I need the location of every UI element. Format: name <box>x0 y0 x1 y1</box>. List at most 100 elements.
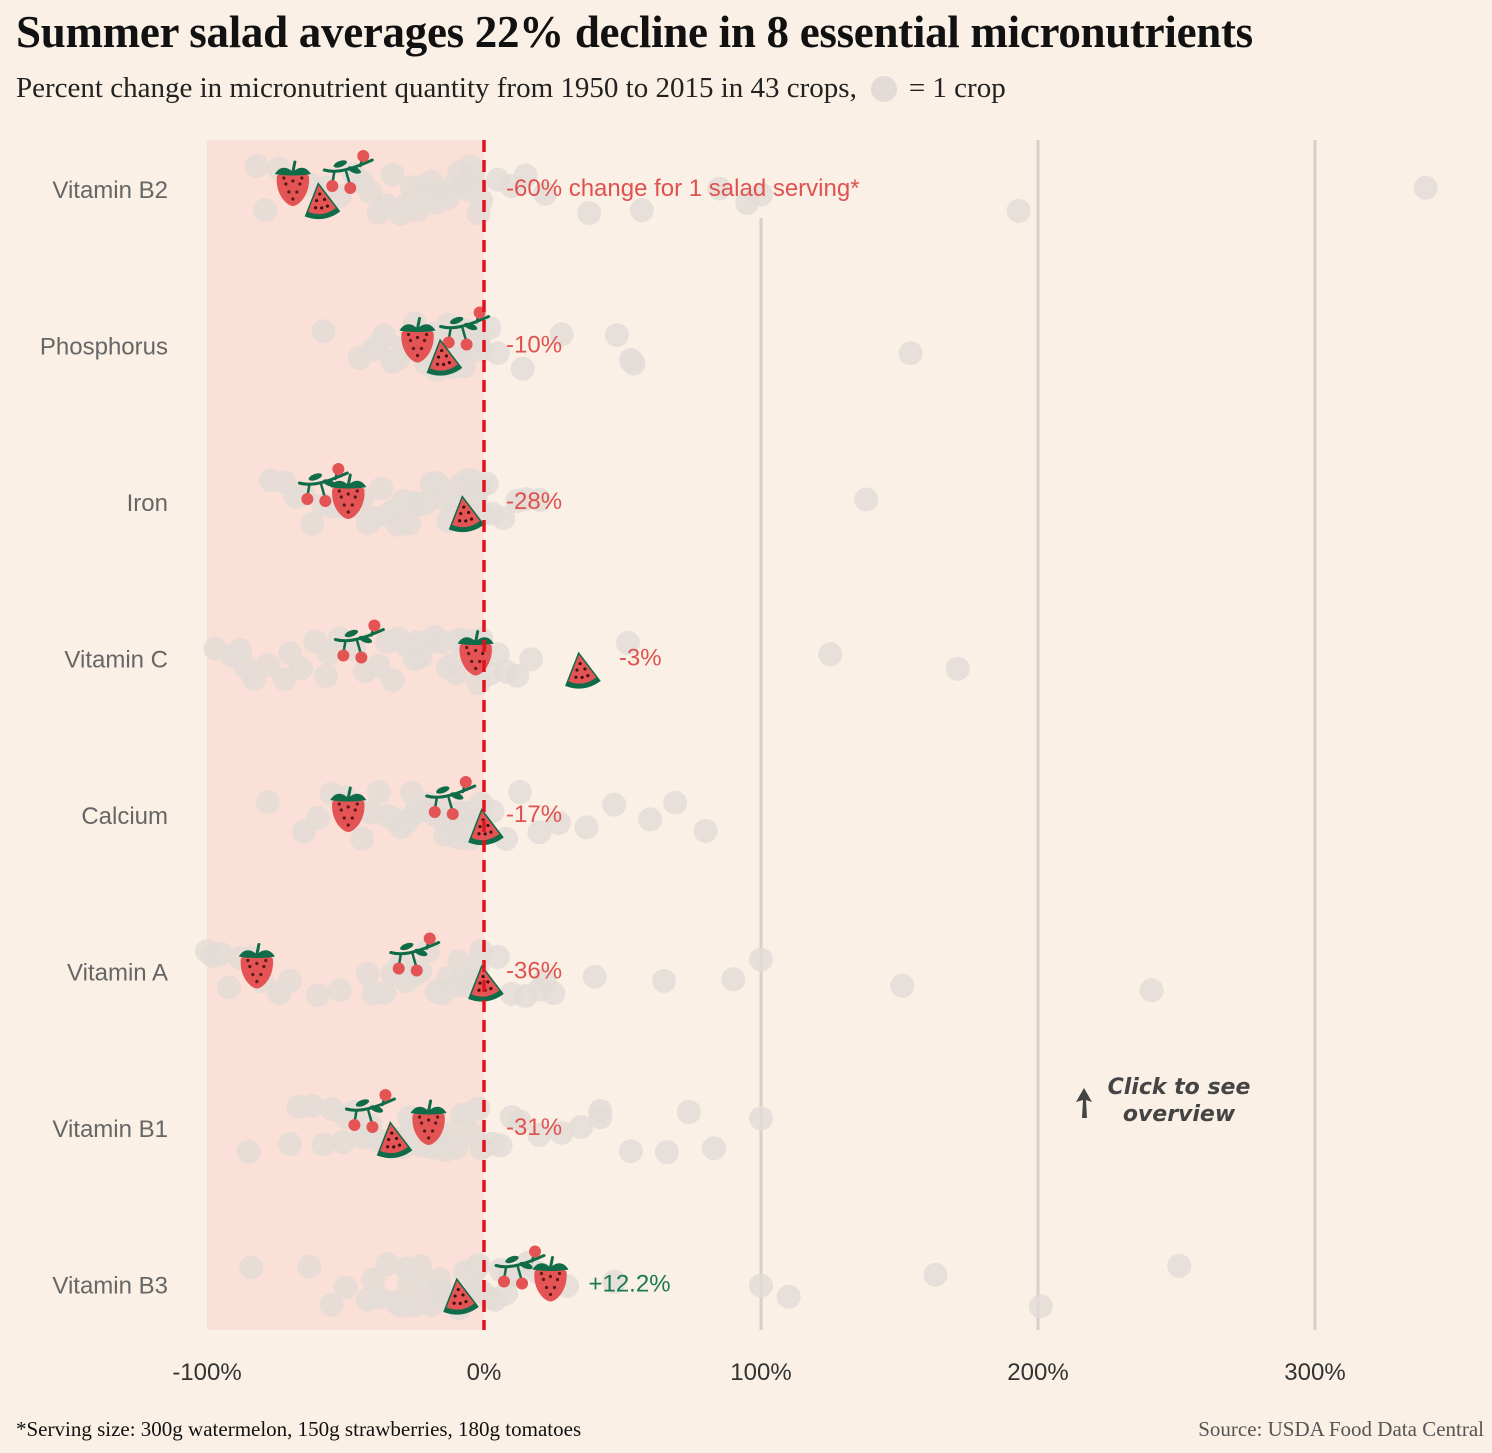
salad-change-label: -3% <box>619 645 662 672</box>
nutrient-row: Calcium -17% <box>81 776 718 851</box>
tomato-vine-icon <box>344 1089 396 1133</box>
salad-change-label: -17% <box>506 801 562 828</box>
crop-dot <box>366 780 391 805</box>
nutrient-row: Vitamin B3 +12.2% <box>52 1245 1192 1321</box>
x-tick-label: 100% <box>730 1359 791 1386</box>
crop-dot <box>818 642 843 667</box>
crop-dot <box>513 487 538 512</box>
crop-dot <box>485 341 510 366</box>
crop-dot <box>491 505 516 530</box>
salad-change-label: +12.2% <box>588 1271 670 1298</box>
crop-dot <box>854 487 879 512</box>
nutrient-row: Vitamin A -36% <box>67 932 1164 1009</box>
crop-dot <box>618 1139 643 1164</box>
crop-dot <box>255 790 280 815</box>
crop-dot <box>488 1133 513 1158</box>
crop-dot <box>300 512 325 537</box>
crop-dot <box>652 968 677 993</box>
crop-dot <box>701 1136 726 1161</box>
crop-dot <box>527 977 552 1002</box>
row-label: Vitamin A <box>67 960 168 987</box>
crop-dot <box>1167 1254 1192 1279</box>
crop-dot <box>469 188 494 213</box>
nutrient-row: Phosphorus -10% <box>40 306 923 382</box>
crop-dot <box>427 1267 452 1292</box>
watermelon-icon <box>304 182 341 220</box>
crop-dot <box>361 981 386 1006</box>
crop-dot <box>355 961 380 986</box>
chart-subtitle: Percent change in micronutrient quantity… <box>16 72 1006 105</box>
strawberry-icon <box>238 943 275 989</box>
row-label: Iron <box>127 490 168 517</box>
row-label: Vitamin C <box>64 647 168 674</box>
tomato-vine-icon <box>439 306 491 351</box>
overview-hint-text: Click to see overview <box>1107 1075 1251 1127</box>
strawberry-icon <box>532 1256 569 1302</box>
x-tick-label: -100% <box>172 1359 241 1386</box>
crop-dot <box>693 818 718 843</box>
strawberry-icon <box>410 1099 447 1145</box>
crop-dot <box>372 323 397 348</box>
crop-dot <box>233 655 258 680</box>
crop-legend-dot <box>870 75 897 102</box>
crop-dot <box>244 154 269 178</box>
crop-dot <box>466 1253 491 1278</box>
crop-dot <box>508 1109 533 1134</box>
crop-dot <box>305 983 330 1008</box>
watermelon-icon <box>448 495 485 533</box>
crop-dot <box>278 641 303 666</box>
crop-dot <box>402 1293 427 1318</box>
crop-dot <box>375 1252 400 1277</box>
watermelon-icon <box>443 1277 479 1315</box>
tomato-vine-icon <box>322 150 374 194</box>
tomato-vine-icon <box>389 932 441 977</box>
crop-dot <box>435 655 460 680</box>
watermelon-icon <box>565 651 601 689</box>
crop-dot <box>300 1094 325 1119</box>
x-tick-label: 200% <box>1007 1359 1068 1386</box>
crop-dot <box>508 780 533 805</box>
crop-dot <box>369 476 394 501</box>
crop-dot <box>923 1262 948 1287</box>
crop-dot <box>278 968 303 993</box>
crop-dot <box>629 198 654 223</box>
crop-dot <box>654 1140 679 1165</box>
crop-dot <box>327 978 352 1003</box>
strawberry-icon <box>274 160 311 206</box>
row-label: Calcium <box>81 803 168 830</box>
crop-dot <box>305 805 330 830</box>
crop-dot <box>208 941 233 966</box>
crop-dot <box>505 663 530 688</box>
crop-dot <box>616 630 641 655</box>
crop-dot <box>527 820 552 845</box>
overview-hint[interactable]: Click to see overview <box>1072 1074 1254 1128</box>
crop-dot <box>333 1275 358 1300</box>
crop-dot <box>676 1100 701 1125</box>
crop-dot <box>297 1254 322 1279</box>
crop-dot <box>311 1132 336 1157</box>
crop-dot <box>721 967 746 992</box>
tomato-vine-icon <box>494 1245 546 1290</box>
crop-dot <box>350 826 375 851</box>
crop-dot <box>519 647 544 672</box>
crop-dot <box>314 664 339 689</box>
crop-dot <box>749 947 773 972</box>
row-label: Vitamin B1 <box>52 1116 168 1143</box>
x-tick-label: 0% <box>467 1359 502 1386</box>
crop-dot <box>380 668 405 693</box>
crop-dot <box>278 1132 303 1157</box>
crop-dot <box>574 815 599 840</box>
crop-dot <box>253 198 278 223</box>
row-label: Vitamin B2 <box>52 177 168 204</box>
crop-dot <box>1139 978 1164 1003</box>
crop-dot <box>466 1096 491 1121</box>
row-label: Vitamin B3 <box>52 1273 168 1300</box>
row-label: Phosphorus <box>40 334 168 361</box>
crop-dot <box>621 351 646 376</box>
crop-dot <box>380 162 405 187</box>
watermelon-icon <box>376 1121 413 1159</box>
crop-dot <box>397 1272 422 1297</box>
tomato-vine-icon <box>425 776 477 820</box>
crop-dot <box>549 1120 574 1145</box>
